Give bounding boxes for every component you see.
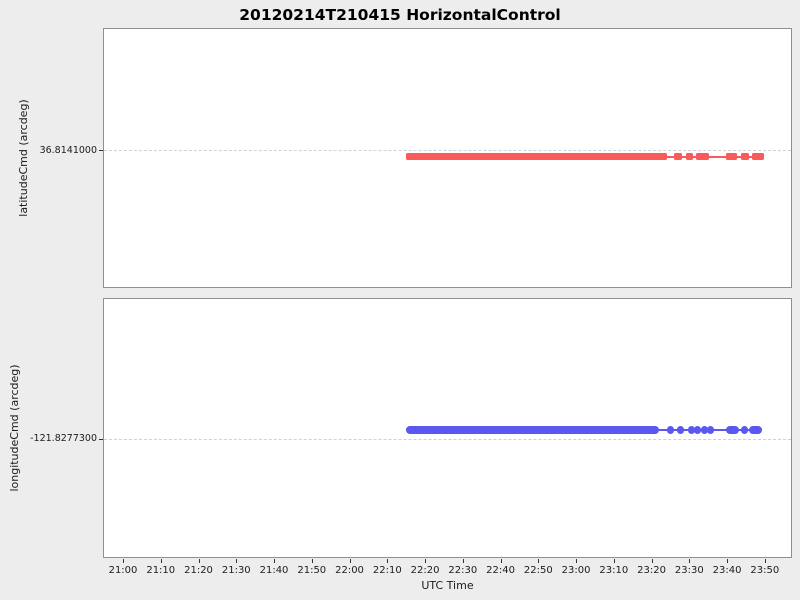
latitudeCmd-series-segment [696, 153, 709, 161]
x-tick-mark [651, 559, 653, 563]
latitudeCmd-series-segment [674, 153, 683, 161]
x-tick-label: 21:40 [259, 565, 289, 576]
x-tick-mark [425, 559, 427, 563]
x-tick-label: 22:40 [486, 565, 515, 576]
longitudeCmd-series-segment [706, 425, 714, 434]
longitudeCmd-series-segment [405, 425, 660, 434]
x-tick-label: 23:10 [599, 565, 629, 576]
x-tick-label: 22:00 [335, 565, 364, 576]
x-tick-mark [576, 559, 578, 563]
x-tick-label: 23:00 [561, 565, 591, 576]
x-tick-label: 22:30 [448, 565, 478, 576]
x-tick-label: 23:30 [674, 565, 704, 576]
gridline [104, 438, 791, 440]
longitudeCmd-series-segment [700, 425, 708, 434]
longitudeCmd-series-segment [740, 425, 748, 434]
longitudeCmd-series-segment [687, 425, 695, 434]
x-tick-mark [538, 559, 540, 563]
x-tick-label: 22:50 [523, 565, 553, 576]
latitudeCmd-series-segment [405, 153, 668, 161]
latitudeCmd-series-segment [751, 153, 764, 161]
longitudeCmd-series-segment [725, 425, 740, 434]
x-tick-mark [387, 559, 389, 563]
x-axis: 21:00 21:10 21:20 21:30 21:40 21:50 22:00 22:10… [103, 559, 792, 595]
latitudeCmd-series-segment [725, 153, 737, 161]
latitudeCmd-plot-panel [103, 28, 792, 288]
x-tick-mark [500, 559, 502, 563]
x-tick-label: 22:20 [410, 565, 440, 576]
longitudeCmd-plot-panel [103, 298, 792, 558]
x-tick-label: 23:50 [750, 565, 780, 576]
x-tick-mark [764, 559, 766, 563]
gridline [104, 150, 791, 151]
x-tick-label: 21:50 [297, 565, 327, 576]
x-tick-mark [236, 559, 238, 563]
x-tick-label: 23:20 [637, 565, 666, 576]
longitudeCmd-series-segment [666, 425, 674, 434]
x-axis-label: UTC Time [421, 579, 474, 592]
x-tick-label: 21:00 [108, 565, 138, 576]
x-tick-mark [727, 559, 729, 563]
x-tick-mark [689, 559, 691, 563]
x-tick-label: 23:40 [712, 565, 742, 576]
x-tick-mark [198, 559, 200, 563]
longitudeCmd-series-segment [748, 425, 762, 434]
longitudeCmd-y-axis-label: longitudeCmd (arcdeg) [8, 364, 21, 492]
x-tick-mark [160, 559, 162, 563]
x-tick-label: 22:10 [372, 565, 402, 576]
x-tick-mark [349, 559, 351, 563]
x-tick-mark [613, 559, 615, 563]
x-tick-label: 21:20 [184, 565, 213, 576]
x-tick-mark [462, 559, 464, 563]
y-tick-label: -121.8277300 [30, 433, 97, 444]
y-tick-mark [99, 150, 103, 151]
latitudeCmd-series-segment [685, 153, 694, 161]
x-tick-mark [311, 559, 313, 563]
latitudeCmd-series-segment [740, 153, 749, 161]
latitudeCmd-y-axis-label: latitudeCmd (arcdeg) [17, 99, 30, 217]
y-tick-label: 36.8141000 [39, 145, 97, 156]
x-tick-mark [274, 559, 276, 563]
x-tick-label: 21:10 [146, 565, 176, 576]
x-tick-mark [123, 559, 124, 563]
chart-title: 20120214T210415 HorizontalControl [239, 6, 561, 24]
longitudeCmd-series-segment [693, 425, 701, 434]
x-tick-label: 21:30 [221, 565, 251, 576]
y-tick-mark [99, 439, 103, 440]
longitudeCmd-series-segment [676, 425, 684, 434]
